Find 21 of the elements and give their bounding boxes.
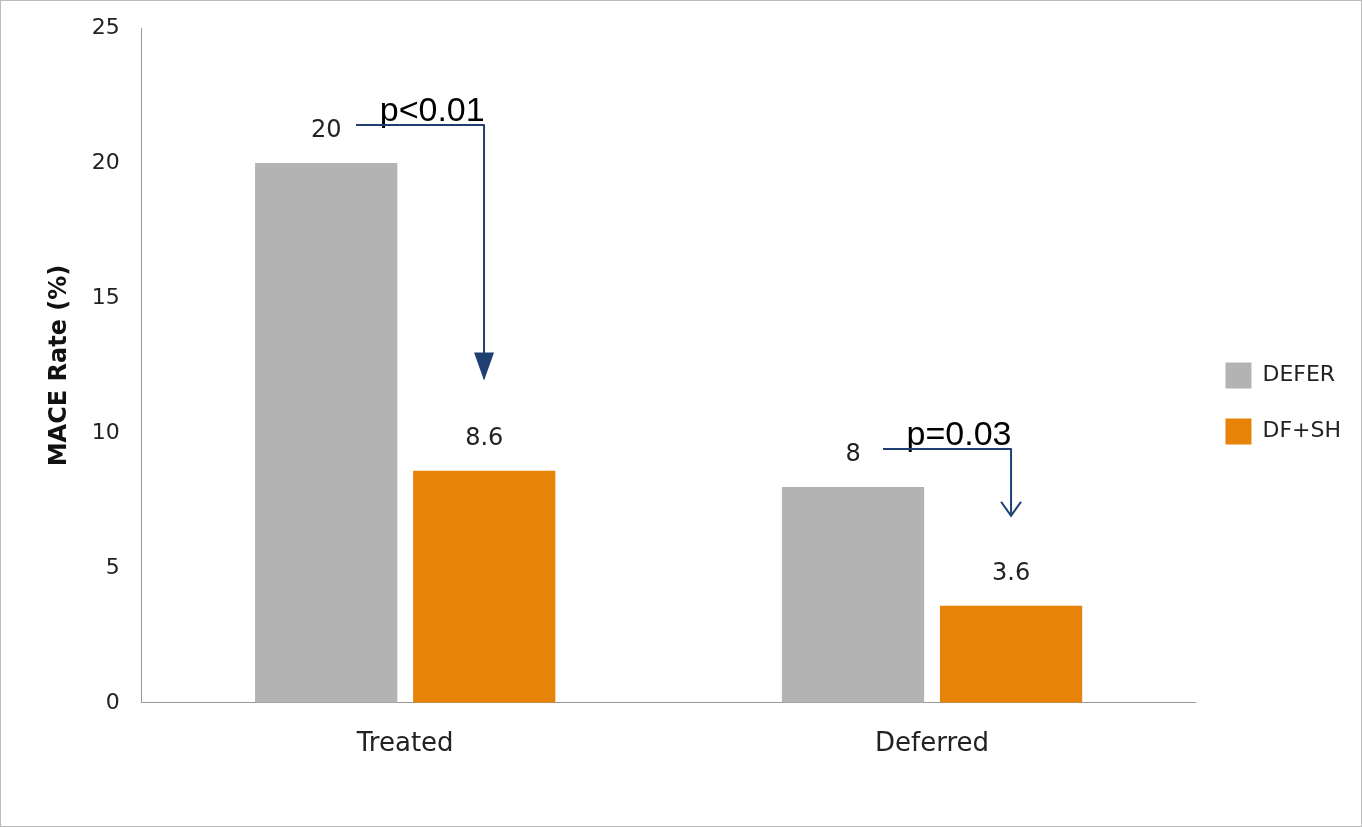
y-tick-label: 20 bbox=[91, 148, 120, 174]
y-tick-label: 10 bbox=[91, 418, 120, 444]
bar bbox=[939, 605, 1083, 703]
y-tick-label: 25 bbox=[91, 13, 120, 39]
x-tick-label: Treated bbox=[355, 727, 454, 758]
y-axis-title: MACE Rate (%) bbox=[43, 264, 72, 467]
annotation: p<0.01 bbox=[379, 90, 485, 129]
data-label: 3.6 bbox=[991, 557, 1031, 586]
x-tick-label: Deferred bbox=[875, 727, 990, 758]
y-tick-label: 0 bbox=[105, 688, 120, 714]
bar bbox=[413, 470, 556, 703]
data-label: 8.6 bbox=[465, 422, 504, 451]
legend-label: DF+SH bbox=[1262, 417, 1342, 443]
data-label: 8 bbox=[845, 439, 861, 468]
data-label: 20 bbox=[310, 115, 342, 144]
annotation: p=0.03 bbox=[906, 414, 1012, 453]
y-tick-label: 5 bbox=[105, 553, 120, 579]
bar bbox=[781, 486, 925, 703]
bar bbox=[255, 163, 398, 703]
legend-label: DEFER bbox=[1262, 361, 1336, 387]
y-tick-label: 15 bbox=[91, 283, 120, 309]
